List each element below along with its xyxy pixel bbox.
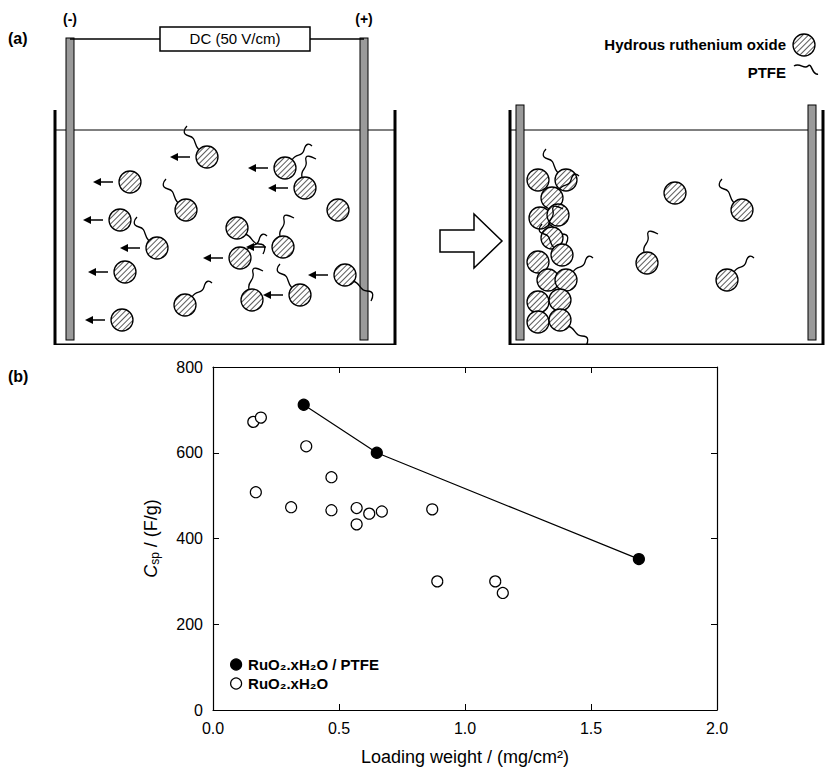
svg-text:DC (50 V/cm): DC (50 V/cm) — [190, 30, 281, 47]
svg-text:Loading weight / (mg/cm²): Loading weight / (mg/cm²) — [361, 747, 569, 767]
svg-text:1.5: 1.5 — [580, 720, 602, 737]
svg-text:2.0: 2.0 — [706, 720, 728, 737]
svg-text:RuO₂.xH₂O: RuO₂.xH₂O — [248, 675, 328, 692]
svg-text:0.0: 0.0 — [202, 720, 224, 737]
svg-text:/ (F/g): / (F/g) — [141, 499, 161, 552]
svg-text:1.0: 1.0 — [454, 720, 476, 737]
html-text:(b): (b) — [8, 368, 29, 385]
svg-text:(-): (-) — [63, 11, 77, 27]
html-text:(a): (a) — [8, 30, 28, 47]
svg-text:0: 0 — [194, 702, 203, 719]
svg-text:(+): (+) — [355, 11, 373, 27]
svg-text:sp: sp — [148, 552, 162, 565]
svg-text:400: 400 — [176, 530, 203, 547]
svg-text:RuO₂.xH₂O / PTFE: RuO₂.xH₂O / PTFE — [248, 656, 379, 673]
svg-text:600: 600 — [176, 444, 203, 461]
svg-text:PTFE: PTFE — [748, 64, 786, 81]
svg-text:Hydrous ruthenium oxide: Hydrous ruthenium oxide — [604, 36, 786, 53]
svg-text:C: C — [141, 564, 161, 578]
svg-text:0.5: 0.5 — [328, 720, 350, 737]
svg-text:800: 800 — [176, 359, 203, 376]
svg-text:200: 200 — [176, 616, 203, 633]
